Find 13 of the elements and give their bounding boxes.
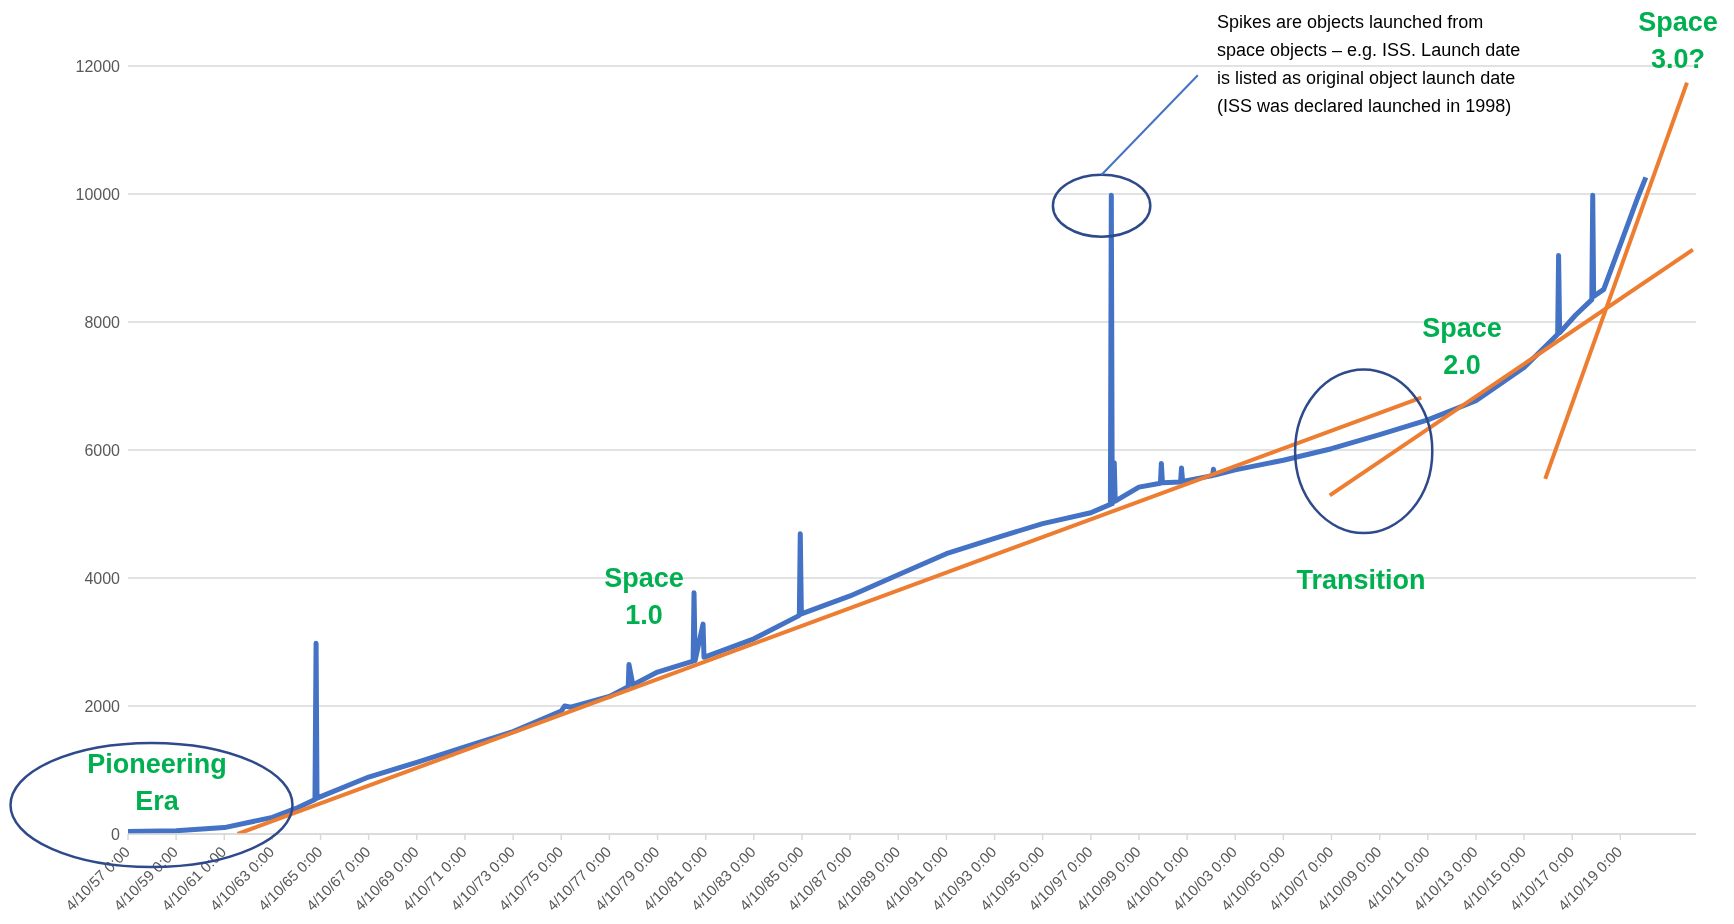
annotation: Pioneering Era	[87, 749, 227, 817]
annotation: Spikes are objects launched from space objects – e.g. ISS. Launch date is listed as original object launch date (ISS was declared launched in 1998)	[1217, 11, 1522, 118]
annotation: Space 1.0	[604, 563, 684, 631]
y-tick-label: 10000	[75, 185, 121, 203]
y-tick-label: 0	[111, 825, 121, 843]
y-tick-label: 4000	[84, 569, 121, 587]
y-tick-label: 6000	[84, 441, 121, 459]
y-tick-label: 8000	[84, 313, 121, 331]
annotation: Transition	[1296, 565, 1426, 596]
y-tick-label: 2000	[84, 697, 121, 715]
annotation: Space 3.0?	[1638, 7, 1718, 75]
annotation: Space 2.0	[1422, 313, 1502, 381]
y-tick-label: 12000	[75, 57, 121, 75]
